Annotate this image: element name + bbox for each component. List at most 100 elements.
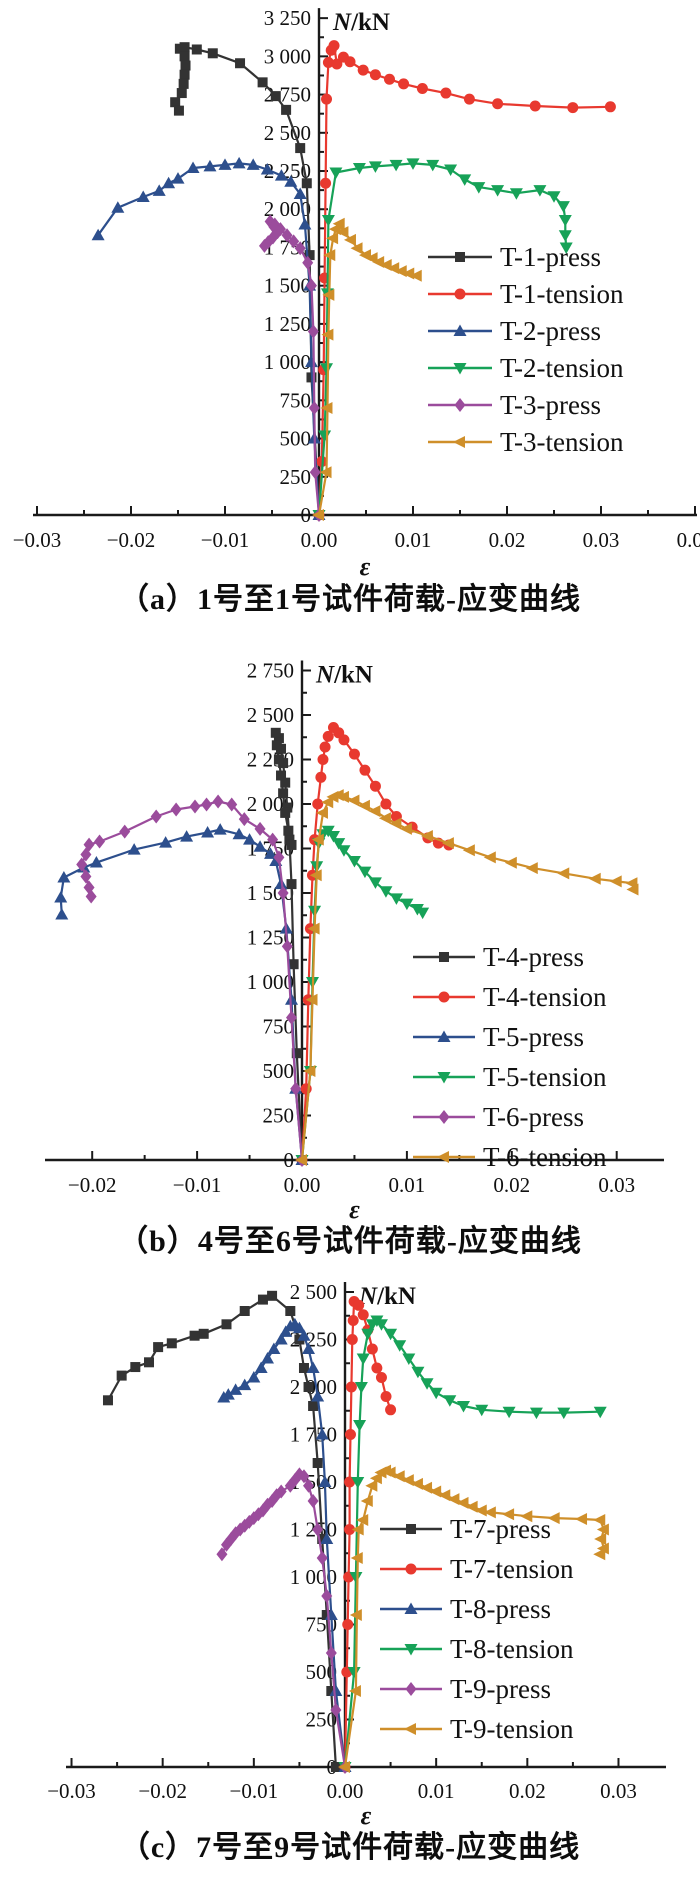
series-marker bbox=[429, 1485, 442, 1498]
series-marker bbox=[235, 58, 246, 69]
series-marker bbox=[410, 1477, 423, 1490]
series-marker bbox=[472, 182, 486, 194]
series-marker bbox=[502, 1406, 516, 1419]
series-marker bbox=[400, 898, 414, 911]
x-tick-label: 0.02 bbox=[493, 1173, 530, 1197]
series-marker bbox=[89, 856, 103, 868]
series-marker bbox=[171, 172, 185, 184]
x-tick-label: 0.03 bbox=[598, 1173, 635, 1197]
series-marker bbox=[180, 60, 191, 71]
series-marker bbox=[280, 807, 291, 818]
x-axis: −0.03 −0.02 −0.01 0.00 0.01 0.02 0.03 bbox=[47, 1758, 666, 1803]
x-tick-label: 0.00 bbox=[301, 528, 338, 552]
legend-label: T-2-press bbox=[500, 316, 601, 346]
series-marker bbox=[281, 104, 292, 115]
chart-a-canvas: −0.03 −0.02 −0.01 0.00 0.01 0.02 0.03 0.04 0 250 5… bbox=[0, 0, 700, 578]
series-marker bbox=[55, 908, 69, 920]
y-axis-title: N/kN bbox=[315, 662, 373, 689]
series-marker bbox=[345, 1381, 357, 1393]
chart-b-canvas: −0.02 −0.01 0.00 0.01 0.02 0.03 0 250 500 750 1 00… bbox=[0, 632, 700, 1220]
series-marker bbox=[323, 249, 336, 262]
series-marker bbox=[257, 1294, 268, 1305]
series-marker bbox=[170, 802, 182, 817]
series-marker bbox=[438, 1489, 451, 1502]
legend-entry-T-9-press: T-9-press bbox=[380, 1674, 551, 1704]
series-marker bbox=[295, 1154, 307, 1166]
series-marker bbox=[294, 241, 306, 256]
series-marker bbox=[375, 1372, 387, 1383]
series-marker bbox=[264, 847, 278, 859]
series-marker bbox=[290, 1081, 302, 1096]
series-marker bbox=[368, 805, 381, 818]
legend-marker-circle bbox=[405, 1563, 417, 1575]
y-axis-title: N/kN bbox=[332, 9, 390, 36]
series-marker bbox=[76, 857, 88, 872]
series-marker bbox=[253, 840, 267, 852]
y-tick-label: 250 bbox=[280, 465, 312, 489]
series-marker bbox=[321, 796, 334, 809]
x-tick-label: −0.01 bbox=[201, 528, 250, 552]
series-marker bbox=[402, 1353, 416, 1365]
series-marker bbox=[557, 1407, 571, 1420]
series-marker bbox=[301, 178, 312, 189]
series-T-1-tension bbox=[313, 40, 616, 521]
chart-c-caption: （c）7号至9号试件荷载-应变曲线 bbox=[119, 1831, 581, 1864]
series-marker bbox=[267, 832, 279, 847]
series-marker bbox=[247, 1371, 261, 1383]
series-marker bbox=[153, 1342, 164, 1353]
series-marker bbox=[230, 1526, 242, 1541]
series-marker bbox=[308, 1401, 319, 1411]
x-tick-label: 0.04 bbox=[677, 528, 700, 552]
y-tick-label: 1 750 bbox=[290, 1423, 337, 1447]
series-marker bbox=[303, 1065, 316, 1077]
x-tick-label: −0.01 bbox=[230, 1779, 279, 1803]
series-marker bbox=[547, 191, 561, 203]
series-marker bbox=[416, 907, 430, 920]
series-marker bbox=[401, 1474, 414, 1487]
legend-marker-triangle-down bbox=[453, 363, 467, 375]
series-marker bbox=[360, 1495, 373, 1507]
series-marker bbox=[567, 102, 579, 114]
series-marker bbox=[119, 824, 131, 839]
series-marker bbox=[136, 190, 150, 203]
y-tick-label: 1 000 bbox=[264, 350, 311, 374]
series-marker bbox=[218, 158, 232, 170]
legend-entry-T-1-press: T-1-press bbox=[428, 242, 601, 272]
series-marker bbox=[371, 1362, 383, 1374]
series-marker bbox=[349, 1572, 363, 1584]
series-marker bbox=[474, 1504, 487, 1517]
series-marker bbox=[368, 161, 382, 173]
series-marker bbox=[221, 1319, 232, 1330]
x-axis-title: ε bbox=[349, 1195, 360, 1220]
legend-marker-circle bbox=[438, 991, 450, 1003]
series-marker bbox=[243, 1514, 255, 1529]
y-tick-label: 1 500 bbox=[264, 274, 311, 298]
x-tick-label: −0.01 bbox=[173, 1173, 222, 1197]
y-tick-label: 750 bbox=[280, 388, 312, 412]
series-marker bbox=[346, 1334, 358, 1345]
legend-entry-T-5-tension: T-5-tension bbox=[413, 1062, 607, 1092]
x-tick-label: −0.03 bbox=[13, 528, 62, 552]
legend-entry-T-3-tension: T-3-tension bbox=[428, 427, 624, 457]
series-marker bbox=[357, 64, 369, 76]
series-marker bbox=[307, 1494, 319, 1508]
series-marker bbox=[54, 890, 68, 903]
series-marker bbox=[357, 1309, 369, 1321]
series-marker bbox=[281, 939, 293, 954]
series-T-9-tension bbox=[338, 1464, 609, 1773]
series-marker bbox=[166, 1338, 177, 1349]
series-marker bbox=[130, 1362, 141, 1373]
series-marker bbox=[443, 1395, 457, 1407]
series-marker bbox=[321, 1610, 332, 1620]
series-marker bbox=[593, 1406, 607, 1419]
legend-label: T-6-tension bbox=[483, 1142, 607, 1172]
y-tick-label: 0 bbox=[284, 1148, 295, 1172]
series-marker bbox=[588, 872, 601, 885]
series-marker bbox=[238, 1378, 252, 1391]
legend-marker-circle bbox=[454, 288, 466, 300]
series-marker bbox=[502, 1508, 515, 1521]
series-T-7-tension bbox=[339, 1296, 397, 1773]
series-marker bbox=[309, 869, 322, 882]
legend-entry-T-1-tension: T-1-tension bbox=[428, 279, 624, 309]
